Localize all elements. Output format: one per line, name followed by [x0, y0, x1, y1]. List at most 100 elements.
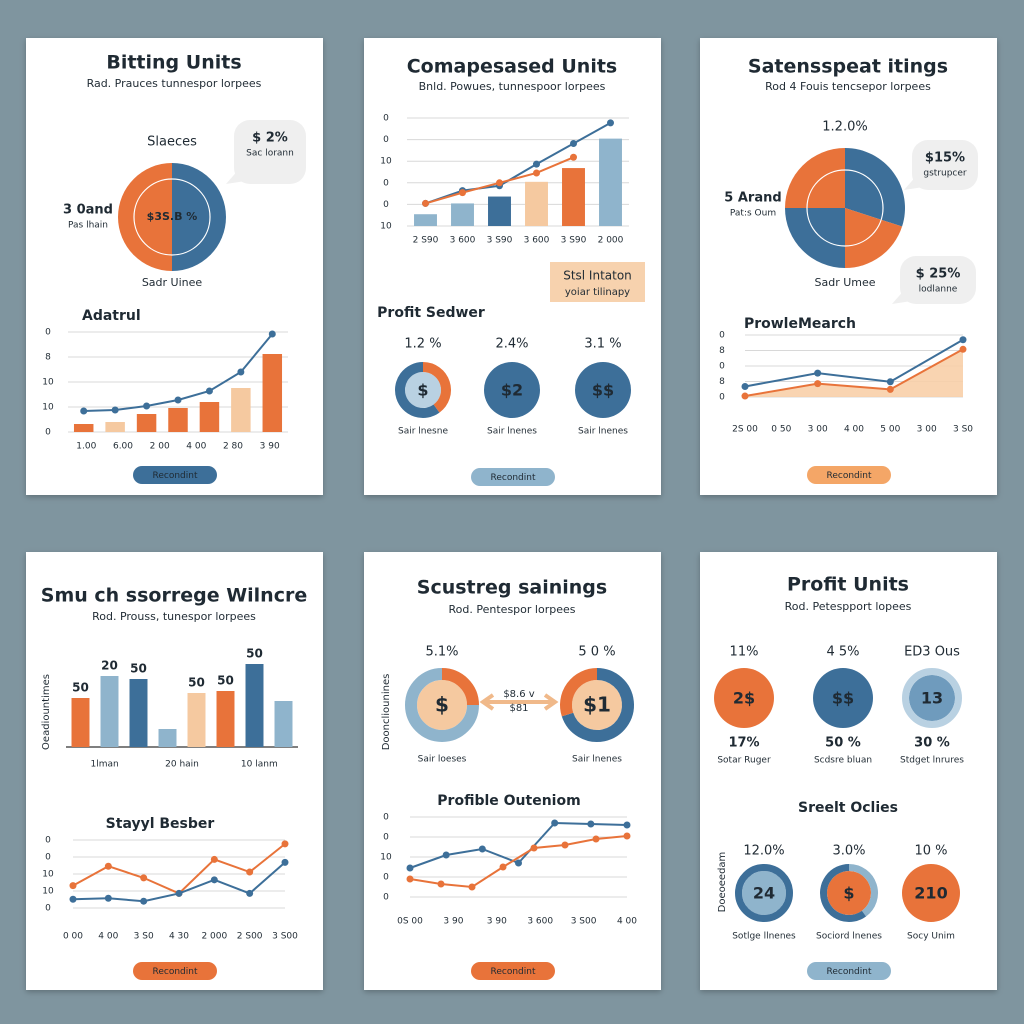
- line-dot: [174, 396, 182, 404]
- line-dot: [496, 179, 503, 187]
- x-label: 3 S00: [272, 932, 298, 942]
- donut-center: $: [435, 693, 449, 717]
- donut-top: 1.2 %: [404, 337, 441, 352]
- bar: [451, 203, 474, 226]
- pie-center-label: $3S.B %: [147, 210, 198, 223]
- line-dot: [561, 841, 569, 849]
- bar: [100, 676, 119, 747]
- card-background: [700, 552, 997, 990]
- bar: [187, 693, 206, 747]
- y-label: 0: [45, 428, 51, 438]
- line-dot: [246, 868, 254, 876]
- pie-slice: [785, 208, 845, 268]
- bar: [168, 408, 188, 432]
- card-title: Satensspeat itings: [748, 56, 948, 78]
- line-dot: [959, 336, 967, 344]
- button-shape[interactable]: [807, 466, 891, 484]
- y-label: 10: [42, 378, 54, 388]
- pie-slice: [785, 148, 845, 208]
- annotation-text: Stsl Intaton: [563, 269, 632, 283]
- donut-top: 3.0%: [832, 844, 865, 859]
- donut-bottom: Scdsre bluan: [814, 756, 872, 766]
- x-label: 3 600: [524, 236, 550, 246]
- donut-center: 210: [914, 884, 947, 903]
- x-label: 2S 00: [732, 425, 758, 435]
- donut-center: 13: [921, 689, 943, 708]
- donut-center: $2: [501, 381, 523, 400]
- bar: [136, 414, 157, 432]
- button-shape[interactable]: [807, 962, 891, 980]
- section-heading: Profit Sedwer: [377, 305, 485, 321]
- callout-text: 5 Arand: [724, 191, 781, 206]
- bar-label: 50: [188, 676, 205, 690]
- line: [744, 338, 964, 388]
- donut-fill: [827, 871, 871, 915]
- x-label: 2 000: [598, 236, 624, 246]
- x-label: 6.00: [113, 442, 133, 452]
- line-dot: [111, 406, 119, 414]
- y-label: 10: [380, 222, 392, 232]
- callout-text: Pas lhain: [68, 221, 108, 231]
- button-shape[interactable]: [133, 962, 217, 980]
- y-label: 10: [42, 870, 54, 880]
- donut-top: 4 5%: [826, 645, 859, 660]
- x-label: 20 hain: [165, 760, 199, 770]
- donut-center: $1: [583, 693, 611, 717]
- y-label: 0: [45, 904, 51, 914]
- line-dot: [210, 876, 218, 884]
- y-label: 0: [45, 328, 51, 338]
- annotation-text: yoiar tilinapy: [565, 287, 630, 298]
- line-area: [745, 349, 963, 397]
- button[interactable]: Recondint: [807, 466, 891, 484]
- bar-label: 20: [101, 659, 118, 673]
- button[interactable]: Recondint: [471, 962, 555, 980]
- x-label: 3 S0: [953, 425, 973, 435]
- x-label: 0 00: [63, 932, 83, 942]
- button[interactable]: Recondint: [133, 962, 217, 980]
- button[interactable]: Recondint: [807, 962, 891, 980]
- button-shape[interactable]: [471, 962, 555, 980]
- line-dot: [478, 845, 486, 853]
- donut-top: 12.0%: [743, 844, 784, 859]
- donut-segment: [422, 362, 451, 413]
- line-dot: [551, 819, 559, 827]
- callout-tail: [226, 168, 252, 184]
- line-dot: [406, 864, 414, 872]
- y-label: 0: [45, 836, 51, 846]
- line-dot: [69, 895, 77, 903]
- card-subtitle: Rad. Prauces tunnespor lorpees: [87, 77, 262, 90]
- donut-segment: [902, 668, 962, 728]
- arrow-text: $81: [509, 703, 528, 714]
- line-dot: [533, 169, 540, 177]
- donut-fill: [484, 362, 540, 418]
- y-label: 10: [42, 887, 54, 897]
- y-label: 10: [380, 157, 392, 167]
- y-label: 10: [42, 403, 54, 413]
- x-label: 4 30: [169, 932, 189, 942]
- line-dot: [741, 383, 749, 391]
- y-label: 0: [383, 178, 389, 188]
- card-background: [26, 552, 323, 990]
- side-label: Oeadiountimes: [41, 674, 52, 750]
- bar: [231, 388, 251, 432]
- callout-text: 3 0and: [63, 203, 113, 218]
- button[interactable]: Recondint: [133, 466, 217, 484]
- card-background: [364, 552, 661, 990]
- button[interactable]: Recondint: [471, 468, 555, 486]
- button-shape[interactable]: [133, 466, 217, 484]
- line-dot: [623, 832, 631, 840]
- bar: [562, 168, 585, 226]
- donut-fill: [813, 668, 873, 728]
- card-subtitle: Rod. Pentespor lorpees: [449, 603, 576, 616]
- line-dot: [69, 882, 77, 890]
- card-subtitle: Rod 4 Fouis tencsepor lorpees: [765, 80, 931, 93]
- line-dot: [281, 858, 289, 866]
- arrow-text: $8.6 v: [503, 689, 534, 700]
- x-label: 2 00: [150, 442, 170, 452]
- button-shape[interactable]: [471, 468, 555, 486]
- side-label: Dooncliounines: [381, 674, 392, 751]
- bar: [129, 679, 148, 747]
- bar: [199, 402, 220, 432]
- line-dot: [959, 345, 967, 353]
